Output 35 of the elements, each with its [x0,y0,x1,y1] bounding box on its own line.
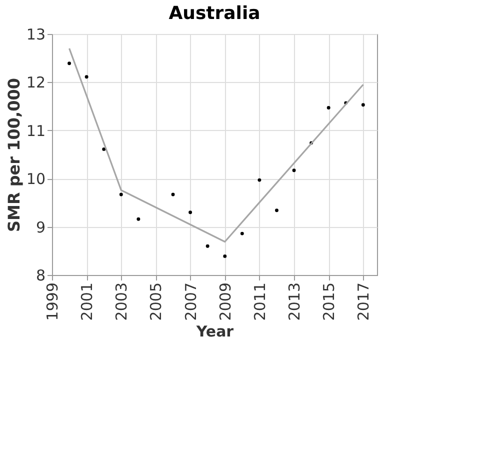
y-axis-title: SMR per 100,000 [4,78,24,232]
point [223,254,227,258]
y-tick-label: 8 [36,266,46,284]
x-tick-label: 2001 [78,282,96,321]
point [275,208,278,212]
x-tick-label: 2009 [216,282,234,321]
point [171,192,175,196]
y-tick-label: 12 [26,74,46,92]
point [68,62,72,66]
x-tick-label: 2013 [286,282,304,321]
x-tick-label: 2011 [250,282,269,321]
x-tick-label: 2017 [354,282,373,321]
y-tick-label: 9 [36,218,46,236]
x-tick-label: 1999 [44,282,62,321]
point [206,244,210,248]
y-tick-label: 11 [26,122,46,140]
point [102,147,106,151]
x-tick-label: 2015 [320,282,338,321]
x-tick-label: 2003 [112,282,131,321]
point [326,106,330,110]
point [136,217,140,221]
x-tick-label: 2005 [147,282,166,321]
x-axis-title: Year [195,322,234,341]
point [119,192,123,196]
point [188,210,192,214]
chart-title: Australia [168,3,260,24]
y-tick-label: 10 [26,170,46,188]
point [258,178,262,182]
point [84,75,88,79]
x-tick-label: 2007 [182,282,200,321]
line-series [68,48,364,243]
point [361,103,365,107]
y-tick-label: 13 [26,26,46,44]
point [292,168,296,172]
point [240,232,244,236]
